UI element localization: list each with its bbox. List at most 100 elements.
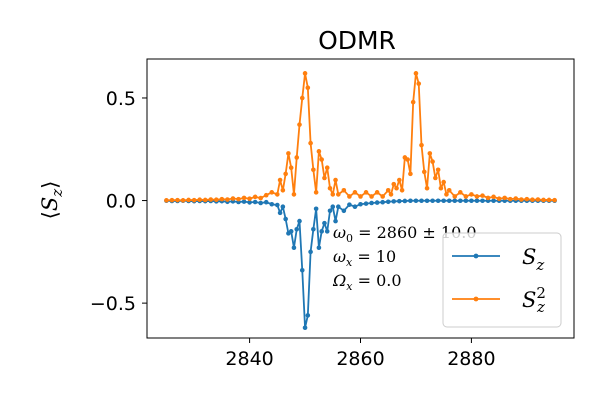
data-point [288,165,294,171]
data-point [369,194,374,199]
data-point [433,175,438,181]
data-point [225,197,230,202]
data-point [305,85,311,91]
data-point [258,200,263,206]
legend-label-sz2: S2 z [522,284,546,316]
data-point [252,199,258,205]
data-point [358,194,363,199]
data-point [308,249,313,255]
data-point [507,196,513,202]
data-point [333,177,338,183]
x-tick-label: 2840 [225,348,273,370]
data-point [302,325,308,331]
data-point [421,169,427,175]
legend: Sz S2 z [442,232,562,328]
y-axis-label: ⟨Sz⟩ [38,181,66,220]
data-point [263,199,269,205]
data-point [363,201,369,206]
data-point [191,197,197,203]
data-point [336,192,341,197]
data-point [319,157,324,162]
data-point [444,192,449,197]
data-point [180,198,186,203]
data-point [324,165,330,171]
data-point [241,195,247,201]
data-point [291,245,297,251]
data-point [399,187,405,193]
data-point [502,195,507,201]
data-point [435,167,441,173]
data-point [302,71,308,76]
data-point [380,194,385,199]
data-point [352,204,358,210]
data-point [419,198,424,204]
data-point [283,216,288,222]
data-point [280,187,286,193]
data-point [380,199,385,205]
data-point [369,200,374,206]
data-point [363,190,369,195]
data-point [324,229,330,234]
data-point [208,197,214,202]
series-line [166,199,555,329]
data-point [530,197,535,203]
data-point [374,190,380,195]
data-point [269,201,275,207]
data-point [258,195,263,201]
series-sz2 [164,71,557,203]
data-point [294,155,300,160]
data-point [430,159,435,164]
data-point [236,196,241,202]
data-point [394,185,399,191]
data-point [286,151,291,156]
data-point [546,197,552,203]
data-point [480,193,485,198]
data-point [474,198,480,204]
data-point [413,198,419,204]
data-point [299,95,305,101]
data-point [469,198,474,204]
series-layer [164,71,557,331]
data-point [391,181,397,187]
data-point [291,192,297,197]
data-point [513,196,519,201]
data-point [297,122,302,127]
data-point [277,177,283,183]
data-point [413,71,419,76]
data-point [164,198,169,203]
y-tick-label: 0.5 [106,88,136,110]
data-point [280,204,286,210]
y-tick-label: −0.5 [90,293,136,315]
data-point [452,194,458,199]
data-point [410,99,416,105]
data-point [313,190,319,195]
data-point [388,192,394,197]
data-point [186,197,191,203]
legend-marker-sz [473,253,479,259]
data-point [446,187,452,193]
data-point [311,226,316,232]
data-point [352,190,358,195]
data-point [219,196,225,202]
data-point [308,140,313,146]
legend-label-sz: Sz [522,245,544,274]
data-point [313,206,319,212]
data-point [275,202,280,208]
data-point [347,194,352,199]
data-point [485,195,491,201]
data-point [327,208,333,214]
data-point [469,192,474,197]
data-point [427,151,433,156]
data-point [333,218,338,224]
data-point [175,197,180,203]
data-point [247,200,252,205]
data-point [241,199,247,204]
data-point [277,210,283,216]
x-tick-label: 2860 [336,348,384,370]
data-point [416,81,422,86]
data-point [385,187,391,193]
data-point [252,194,258,200]
legend-marker-sz2 [473,296,479,302]
